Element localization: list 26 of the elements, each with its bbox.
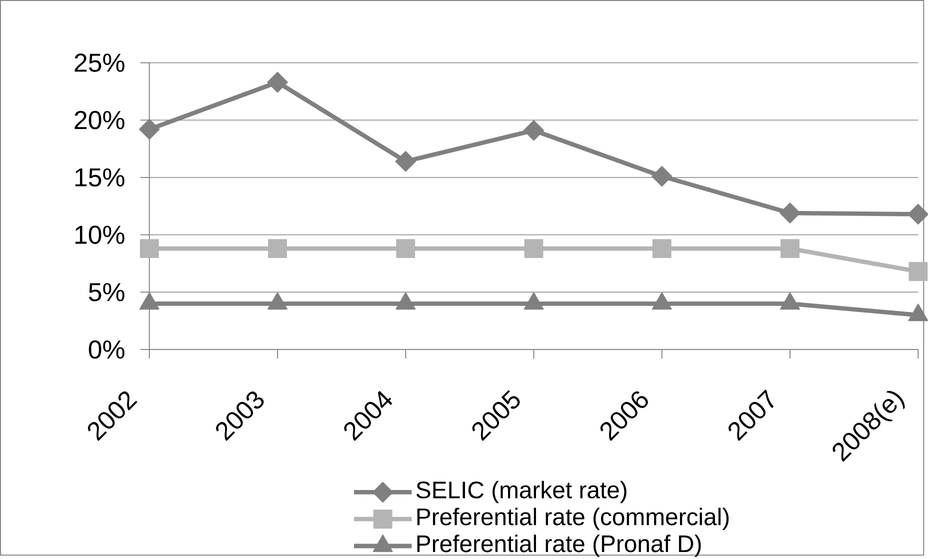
legend-label: SELIC (market rate) (416, 480, 626, 503)
point (652, 238, 672, 258)
point (524, 292, 544, 310)
y-tick-label: 20% (74, 110, 124, 130)
point (140, 238, 159, 258)
point (139, 292, 160, 310)
point (524, 238, 544, 258)
legend-label: Preferential rate (commercial) (417, 508, 729, 530)
point (652, 166, 672, 186)
point (268, 238, 287, 258)
point (652, 292, 672, 310)
y-tick-label: 25% (74, 53, 124, 72)
point (523, 120, 544, 141)
point (780, 238, 800, 258)
point (780, 292, 800, 310)
y-tick-label: 15% (75, 168, 124, 186)
point (780, 202, 800, 224)
point (396, 292, 416, 310)
legend-label: Preferential rate (Pronaf D) (417, 534, 701, 557)
y-tick-label: 0% (88, 340, 124, 358)
point (395, 150, 416, 172)
point (139, 118, 160, 140)
y-tick-label: 5% (88, 282, 124, 302)
point (396, 238, 416, 258)
point (268, 292, 288, 310)
y-tick-label: 10% (75, 225, 124, 244)
